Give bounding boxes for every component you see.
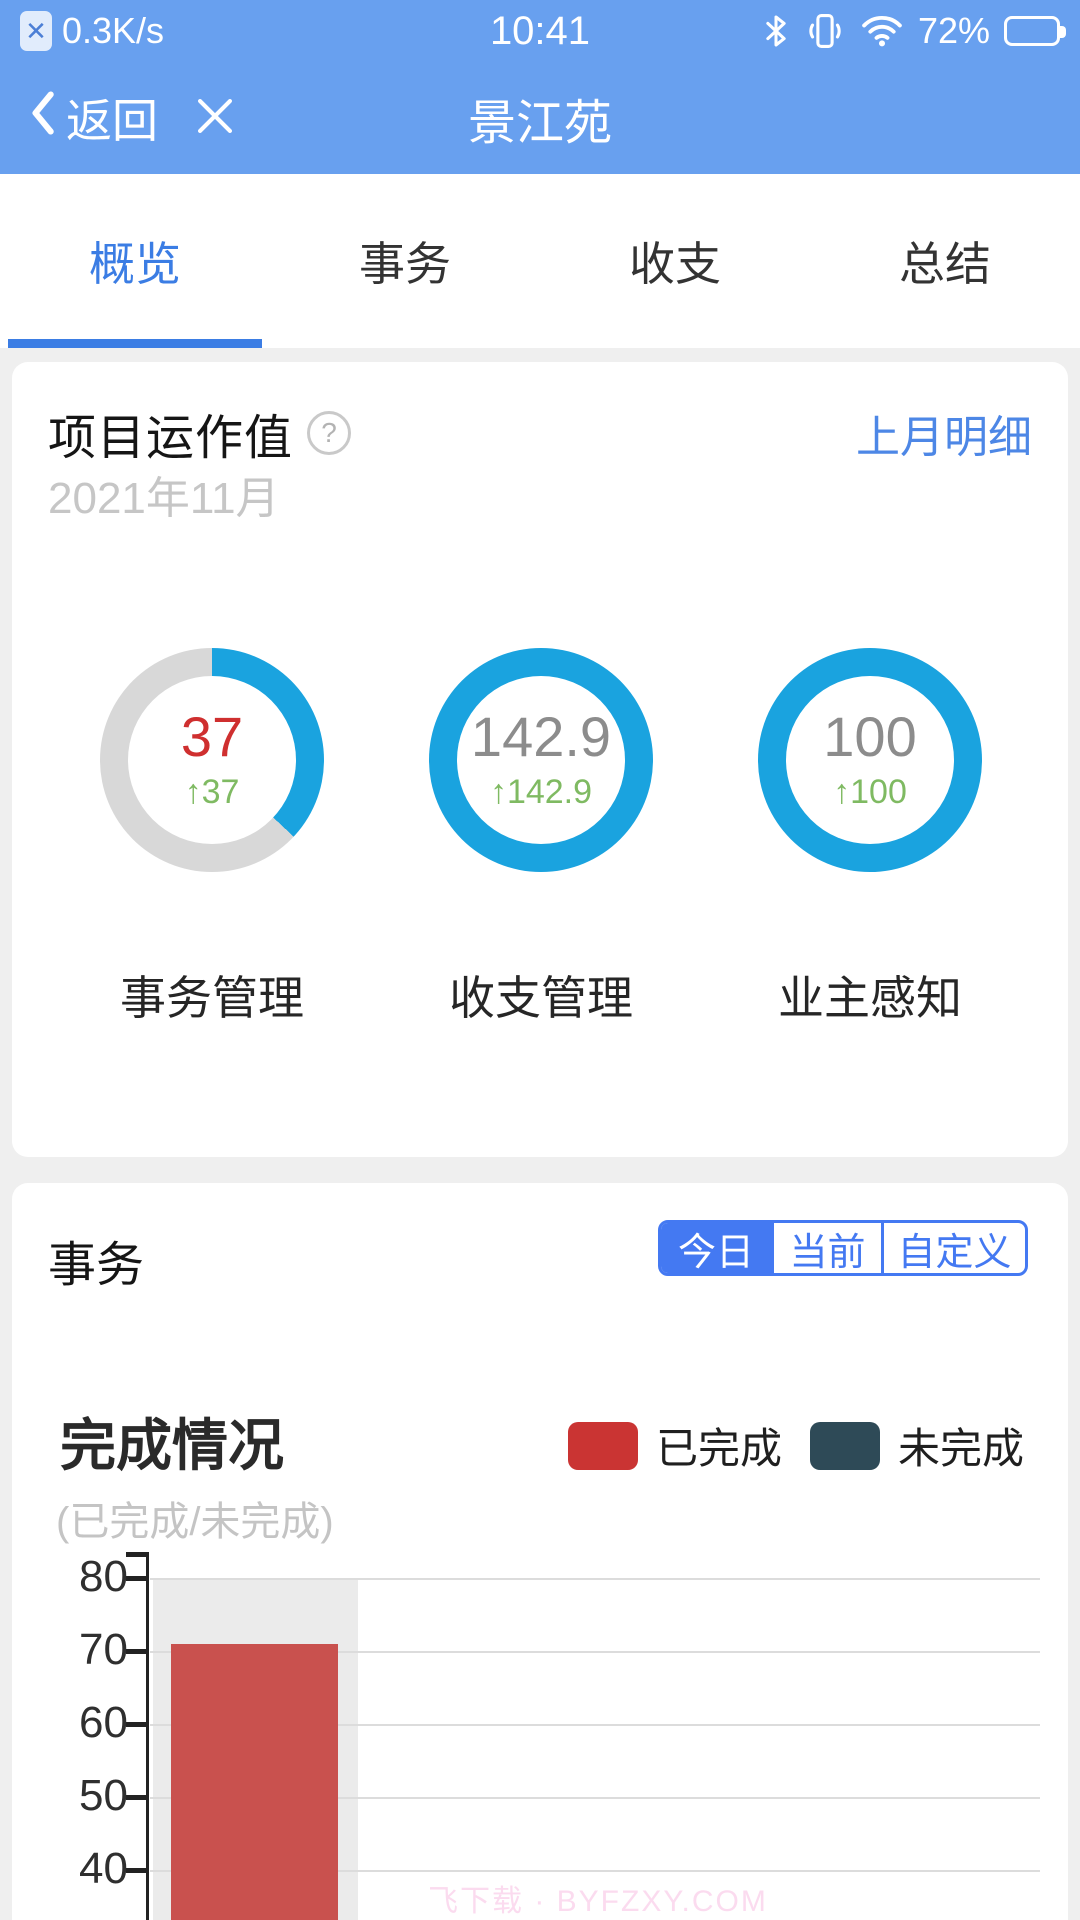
help-icon[interactable]: ?: [307, 411, 352, 455]
legend-label: 未完成: [897, 1425, 1024, 1472]
tab-概览[interactable]: 概览: [0, 174, 270, 348]
legend-swatch-已完成: [567, 1421, 638, 1470]
segment-今日[interactable]: 今日: [661, 1223, 771, 1273]
back-button-label: 返回: [66, 95, 158, 147]
bar-已完成[interactable]: [171, 1643, 338, 1920]
donut-gauge-业主感知: 100 ↑100: [758, 648, 982, 872]
gauge-label: 事务管理: [120, 972, 304, 1024]
completion-section-title: 完成情况: [60, 1414, 284, 1477]
gauge-value: 142.9: [470, 705, 612, 769]
card-title: 事务: [48, 1239, 145, 1292]
no-sim-icon: ✕: [20, 11, 52, 51]
network-speed-indicator: ✕ 0.3K/s: [20, 10, 164, 52]
back-button[interactable]: 返回: [28, 85, 158, 151]
gauge-delta: ↑100: [833, 772, 907, 811]
gauge-value: 37: [180, 705, 244, 769]
vibrate-icon: [804, 12, 846, 50]
last-month-detail-link[interactable]: 上月明细: [856, 413, 1032, 462]
bluetooth-icon: [762, 12, 790, 50]
chart-legend: 已完成 未完成: [567, 1415, 1034, 1476]
donut-gauge-收支管理: 142.9 ↑142.9: [429, 648, 653, 872]
chevron-left-icon: [28, 89, 56, 148]
donut-gauge-事务管理: 37 ↑37: [100, 648, 324, 872]
gauge-delta: ↑142.9: [489, 772, 593, 811]
tab-事务[interactable]: 事务: [359, 238, 451, 290]
date-range-segmented-control: 今日 当前 自定义: [658, 1220, 1028, 1276]
gauge-label: 收支管理: [449, 972, 633, 1024]
battery-percent-text: 72%: [917, 10, 990, 51]
card-title: 项目运作值: [48, 412, 294, 465]
wifi-icon: [860, 13, 904, 49]
nav-bar: 景江苑 返回: [0, 62, 1080, 174]
tab-收支[interactable]: 收支: [629, 238, 721, 290]
legend-swatch-未完成: [809, 1421, 880, 1470]
page-title: 景江苑: [467, 97, 612, 150]
axis-unit-note: (已完成/未完成): [56, 1500, 334, 1544]
segment-自定义[interactable]: 自定义: [881, 1223, 1025, 1273]
gauge-value: 100: [823, 705, 917, 769]
network-speed-text: 0.3K/s: [62, 10, 165, 51]
month-label: 2021年11月: [48, 474, 280, 523]
close-button[interactable]: [192, 93, 238, 144]
tab-总结[interactable]: 总结: [899, 238, 991, 290]
gauge-delta: ↑37: [184, 772, 240, 811]
watermark-text: 飞下载 · BYFZXY.COM: [428, 1885, 768, 1918]
segment-当前[interactable]: 当前: [771, 1223, 881, 1273]
status-bar: ✕ 0.3K/s 10:41: [0, 0, 1080, 62]
battery-icon: [1004, 16, 1066, 46]
gauge-label: 业主感知: [778, 972, 962, 1024]
legend-label: 已完成: [655, 1425, 782, 1472]
project-score-card: 项目运作值 ? 上月明细 2021年11月 37 ↑37 事务管理 142.9 ↑142…: [12, 362, 1068, 1157]
close-icon: [192, 93, 238, 144]
tab-bar: 概览 事务 收支 总结: [0, 174, 1080, 348]
